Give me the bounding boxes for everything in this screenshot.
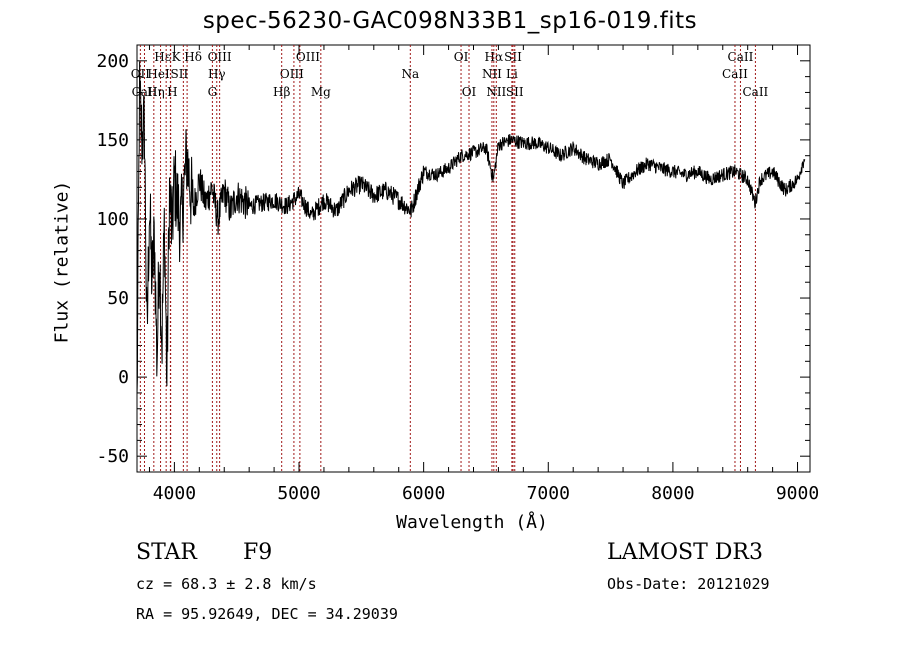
spectral-line-label: Mg (311, 85, 331, 99)
x-tick-label: 4000 (153, 483, 196, 504)
y-tick-label: -50 (96, 446, 129, 467)
x-tick-label: 9000 (776, 483, 819, 504)
y-tick-label: 150 (96, 130, 129, 151)
y-tick-label: 200 (96, 51, 129, 72)
spectral-line-label: NII (482, 67, 502, 81)
spectral-line-label: OIII (296, 50, 320, 64)
y-tick-label: 100 (96, 209, 129, 230)
survey-name: LAMOST DR3 (607, 540, 763, 565)
spectral-line-label: OI (462, 85, 477, 99)
object-subclass: F9 (243, 540, 273, 565)
spectral-line-label: CaII (722, 67, 748, 81)
spectral-line-label: CaII (132, 85, 158, 99)
spectral-line-label: K (172, 50, 182, 64)
spectral-line-label: SII (506, 85, 524, 99)
spectral-line-label: Hη (147, 85, 165, 99)
spectral-line-label: HeI (147, 67, 170, 81)
x-axis-label: Wavelength (Å) (396, 512, 548, 533)
x-tick-label: 7000 (527, 483, 570, 504)
object-class: STAR (136, 540, 197, 565)
spectral-line-label: OII (131, 67, 151, 81)
spectral-line-label: SII (504, 50, 522, 64)
spectral-line-label: OI (454, 50, 469, 64)
plot-frame (136, 44, 811, 473)
spectral-line-label: Hβ (273, 85, 290, 99)
chart-title: spec-56230-GAC098N33B1_sp16-019.fits (202, 8, 698, 34)
spectral-line-label: Li (506, 67, 518, 81)
spectral-line-label: Hε (154, 50, 171, 64)
spectral-line-label: Na (401, 67, 419, 81)
spectral-line-label: OIII (280, 67, 304, 81)
spectral-line-label: Hδ (184, 50, 202, 64)
spectral-line-label: CaII (728, 50, 754, 64)
obs-date: Obs-Date: 20121029 (607, 575, 770, 593)
x-tick-label: 6000 (402, 483, 445, 504)
y-tick-label: 50 (107, 288, 129, 309)
spectral-line-label: H (167, 85, 177, 99)
redshift-text: cz = 68.3 ± 2.8 km/s (136, 575, 317, 593)
spectral-line-label: SII (171, 67, 189, 81)
spectral-line-label: NII (486, 85, 506, 99)
coordinates-text: RA = 95.92649, DEC = 34.29039 (136, 605, 398, 623)
spectral-line-label: OIII (208, 50, 232, 64)
x-tick-label: 5000 (277, 483, 320, 504)
spectral-line-label: Hγ (208, 67, 226, 81)
x-tick-label: 8000 (651, 483, 694, 504)
spectral-line-label: G (208, 85, 218, 99)
y-tick-label: 0 (118, 367, 129, 388)
spectral-line-label: Hα (485, 50, 504, 64)
spectral-line-label: CaII (742, 85, 768, 99)
flux-series-line (136, 61, 806, 396)
y-axis-label: Flux (relative) (51, 180, 73, 344)
